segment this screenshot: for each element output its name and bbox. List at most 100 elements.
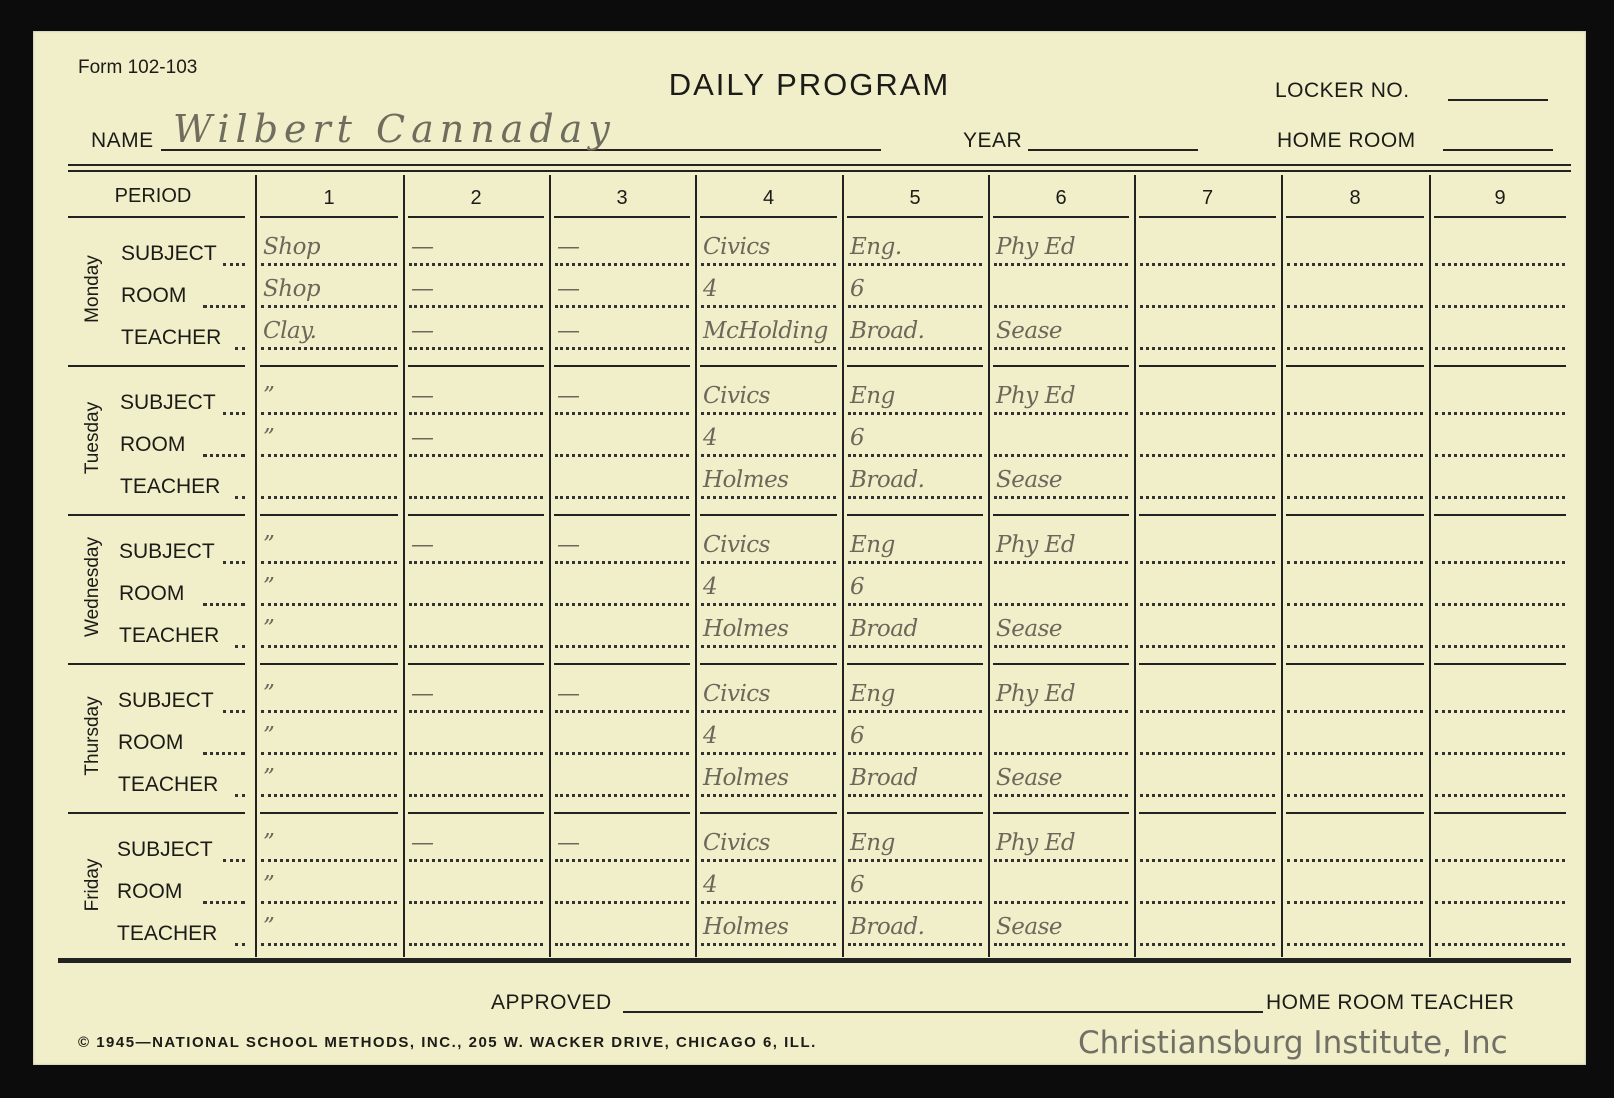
entry-line[interactable] [1140,603,1275,606]
entry-line[interactable] [1140,496,1275,499]
entry-line[interactable] [409,645,543,648]
entry-line[interactable] [555,943,689,946]
entry-line[interactable] [1435,603,1565,606]
entry-line[interactable] [555,710,689,713]
entry-line[interactable] [1435,901,1565,904]
entry-line[interactable] [555,496,689,499]
entry-line[interactable] [409,752,543,755]
entry-line[interactable] [409,794,543,797]
entry-line[interactable] [701,943,836,946]
entry-line[interactable] [1140,710,1275,713]
entry-line[interactable] [261,794,397,797]
entry-line[interactable] [848,412,982,415]
entry-line[interactable] [994,645,1128,648]
entry-line[interactable] [994,412,1128,415]
entry-line[interactable] [1435,263,1565,266]
entry-line[interactable] [261,412,397,415]
entry-line[interactable] [848,263,982,266]
entry-line[interactable] [409,347,543,350]
entry-line[interactable] [848,305,982,308]
entry-line[interactable] [1287,901,1423,904]
entry-line[interactable] [1140,752,1275,755]
entry-line[interactable] [994,305,1128,308]
entry-line[interactable] [555,859,689,862]
entry-line[interactable] [701,752,836,755]
entry-line[interactable] [1435,752,1565,755]
entry-line[interactable] [848,645,982,648]
entry-line[interactable] [1435,347,1565,350]
entry-line[interactable] [848,710,982,713]
entry-line[interactable] [701,603,836,606]
locker-field[interactable] [1448,99,1548,101]
entry-line[interactable] [1287,794,1423,797]
entry-line[interactable] [1140,561,1275,564]
entry-line[interactable] [848,561,982,564]
entry-line[interactable] [261,859,397,862]
entry-line[interactable] [848,347,982,350]
home-room-field[interactable] [1443,149,1553,151]
entry-line[interactable] [1435,645,1565,648]
entry-line[interactable] [261,943,397,946]
entry-line[interactable] [261,710,397,713]
entry-line[interactable] [1435,412,1565,415]
entry-line[interactable] [701,263,836,266]
entry-line[interactable] [1435,794,1565,797]
entry-line[interactable] [1287,263,1423,266]
entry-line[interactable] [994,710,1128,713]
entry-line[interactable] [1435,859,1565,862]
entry-line[interactable] [994,943,1128,946]
entry-line[interactable] [848,603,982,606]
entry-line[interactable] [555,752,689,755]
entry-line[interactable] [994,794,1128,797]
entry-line[interactable] [261,454,397,457]
entry-line[interactable] [701,305,836,308]
entry-line[interactable] [1140,347,1275,350]
entry-line[interactable] [409,496,543,499]
entry-line[interactable] [409,412,543,415]
entry-line[interactable] [261,496,397,499]
entry-line[interactable] [409,561,543,564]
entry-line[interactable] [701,347,836,350]
entry-line[interactable] [848,496,982,499]
entry-line[interactable] [1435,710,1565,713]
entry-line[interactable] [1287,859,1423,862]
entry-line[interactable] [409,710,543,713]
entry-line[interactable] [1287,412,1423,415]
entry-line[interactable] [1435,561,1565,564]
entry-line[interactable] [848,901,982,904]
entry-line[interactable] [555,794,689,797]
entry-line[interactable] [1287,347,1423,350]
entry-line[interactable] [555,561,689,564]
entry-line[interactable] [1435,496,1565,499]
entry-line[interactable] [701,496,836,499]
entry-line[interactable] [1287,752,1423,755]
entry-line[interactable] [1287,943,1423,946]
entry-line[interactable] [409,305,543,308]
entry-line[interactable] [261,645,397,648]
entry-line[interactable] [701,561,836,564]
entry-line[interactable] [994,859,1128,862]
entry-line[interactable] [848,752,982,755]
name-field[interactable] [161,149,881,151]
entry-line[interactable] [1287,561,1423,564]
entry-line[interactable] [994,496,1128,499]
entry-line[interactable] [1140,263,1275,266]
entry-line[interactable] [994,603,1128,606]
entry-line[interactable] [261,263,397,266]
entry-line[interactable] [848,859,982,862]
entry-line[interactable] [409,943,543,946]
entry-line[interactable] [555,263,689,266]
entry-line[interactable] [1140,645,1275,648]
entry-line[interactable] [1140,901,1275,904]
entry-line[interactable] [409,603,543,606]
entry-line[interactable] [1435,454,1565,457]
entry-line[interactable] [701,794,836,797]
year-field[interactable] [1028,149,1198,151]
entry-line[interactable] [701,645,836,648]
entry-line[interactable] [409,901,543,904]
entry-line[interactable] [1287,454,1423,457]
entry-line[interactable] [1140,412,1275,415]
entry-line[interactable] [555,305,689,308]
entry-line[interactable] [1287,710,1423,713]
entry-line[interactable] [409,263,543,266]
